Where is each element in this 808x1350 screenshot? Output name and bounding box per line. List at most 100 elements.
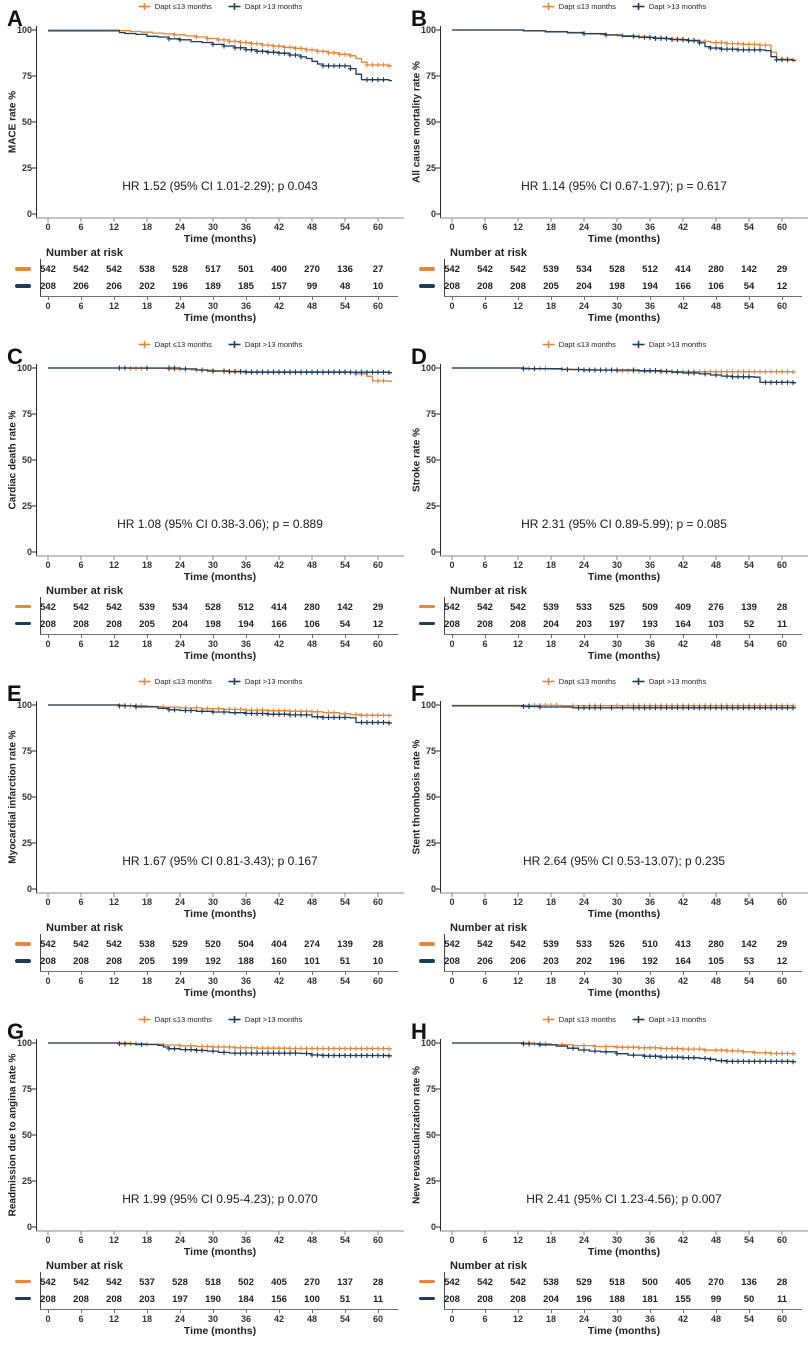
risk-count: 280	[708, 264, 724, 275]
risk-tick	[246, 971, 247, 975]
risk-tick-label: 36	[644, 1313, 655, 1324]
risk-x-axis-title: Time (months)	[587, 649, 661, 662]
risk-count: 528	[609, 264, 625, 275]
x-axis-title: Time (months)	[183, 1245, 257, 1258]
y-tick-label: 0	[26, 209, 32, 219]
risk-axis-line	[444, 971, 802, 972]
legend-item-dapt-gt13: Dapt >13 months	[228, 340, 302, 349]
hr-annotation: HR 2.41 (95% CI 1.23-4.56); p 0.007	[526, 1191, 722, 1206]
risk-count: 136	[337, 264, 353, 275]
risk-tick-label: 42	[273, 1313, 284, 1324]
risk-count: 166	[675, 281, 691, 292]
risk-count: 205	[139, 618, 155, 630]
risk-tick	[279, 1308, 280, 1313]
km-plot-svg	[436, 701, 808, 897]
risk-count: 542	[106, 264, 122, 275]
risk-count: 196	[172, 281, 188, 292]
risk-count: 10	[372, 956, 384, 967]
risk-tick	[81, 1308, 82, 1313]
risk-count: 12	[776, 281, 788, 292]
risk-tick	[782, 296, 783, 300]
y-tick-label: 100	[16, 700, 32, 710]
risk-axis-line	[40, 971, 398, 972]
risk-tick-label: 0	[45, 638, 51, 649]
risk-count: 518	[609, 1276, 625, 1288]
x-tick-label: 48	[306, 222, 317, 232]
risk-tick-label: 60	[776, 1313, 787, 1324]
risk-swatch-gt13	[15, 284, 31, 288]
x-tick-label: 24	[578, 897, 589, 907]
x-tick-label: 12	[108, 1234, 119, 1245]
risk-count: 48	[339, 281, 351, 292]
risk-tick-label: 30	[207, 301, 218, 311]
risk-tick	[782, 1308, 783, 1313]
risk-count: 53	[743, 956, 755, 967]
risk-count: 542	[73, 264, 89, 275]
risk-tick	[279, 971, 280, 975]
risk-count: 184	[238, 1293, 254, 1305]
risk-tick	[551, 1308, 552, 1313]
risk-count: 517	[205, 264, 221, 275]
risk-x-axis-title: Time (months)	[183, 312, 257, 324]
plus-marker-icon	[632, 1015, 645, 1023]
legend-item-dapt-le13: Dapt ≤13 months	[542, 677, 616, 686]
x-tick-label: 36	[644, 222, 655, 232]
risk-tick	[114, 1308, 115, 1313]
risk-count: 539	[543, 601, 559, 613]
risk-table-title: Number at risk	[46, 1259, 124, 1272]
risk-tick-label: 0	[45, 976, 51, 986]
risk-tick	[279, 296, 280, 300]
km-plot-svg	[436, 363, 808, 560]
plus-marker-icon	[228, 340, 241, 348]
x-tick-label: 0	[45, 559, 51, 570]
risk-tick	[716, 1308, 717, 1313]
risk-divider	[444, 934, 445, 971]
risk-divider	[444, 259, 445, 296]
risk-count: 136	[741, 1276, 757, 1288]
km-panel-g: G Dapt ≤13 months Dapt >13 months Readmissi…	[0, 1012, 404, 1350]
x-axis-title: Time (months)	[183, 233, 257, 245]
risk-count: 29	[372, 601, 384, 613]
risk-axis-line	[40, 296, 398, 297]
risk-count: 27	[372, 264, 384, 275]
risk-count: 194	[642, 281, 658, 292]
risk-count: 208	[444, 956, 460, 967]
x-tick-label: 48	[710, 222, 721, 232]
risk-count: 99	[710, 1293, 722, 1305]
risk-tick-label: 54	[339, 638, 350, 649]
x-tick-label: 18	[545, 559, 556, 570]
x-tick-label: 48	[306, 897, 317, 907]
risk-count: 52	[743, 618, 755, 630]
risk-count: 208	[73, 1293, 89, 1305]
legend-label: Dapt >13 months	[648, 677, 707, 686]
risk-tick-label: 6	[78, 301, 84, 311]
risk-tick-label: 42	[677, 976, 688, 986]
panel-letter: A	[7, 6, 23, 31]
y-tick-label: 0	[430, 209, 436, 219]
risk-count: 137	[337, 1276, 353, 1288]
risk-count: 414	[271, 601, 287, 613]
x-axis-title: Time (months)	[183, 570, 257, 583]
y-tick-label: 50	[21, 1129, 32, 1140]
risk-tick-label: 30	[611, 301, 622, 311]
risk-tick-label: 12	[512, 976, 523, 986]
risk-tick-label: 24	[174, 976, 185, 986]
panel-legend: Dapt ≤13 months Dapt >13 months	[36, 1015, 404, 1024]
y-tick-label: 25	[425, 1175, 436, 1186]
x-tick-label: 60	[372, 1234, 383, 1245]
risk-count: 196	[576, 1293, 592, 1305]
y-tick-label: 50	[21, 117, 32, 127]
risk-count: 106	[304, 618, 320, 630]
risk-tick-label: 42	[677, 301, 688, 311]
plus-marker-icon	[138, 340, 151, 348]
y-tick-label: 25	[425, 500, 436, 511]
km-plot-svg	[32, 26, 404, 222]
y-tick-label: 100	[420, 362, 436, 373]
censor-marks-gt13	[521, 703, 796, 711]
risk-count: 526	[609, 939, 625, 950]
risk-tick-label: 12	[512, 638, 523, 649]
risk-count: 28	[776, 1276, 788, 1288]
risk-tick-label: 54	[339, 301, 350, 311]
risk-count: 155	[675, 1293, 691, 1305]
legend-item-dapt-le13: Dapt ≤13 months	[138, 1015, 212, 1024]
